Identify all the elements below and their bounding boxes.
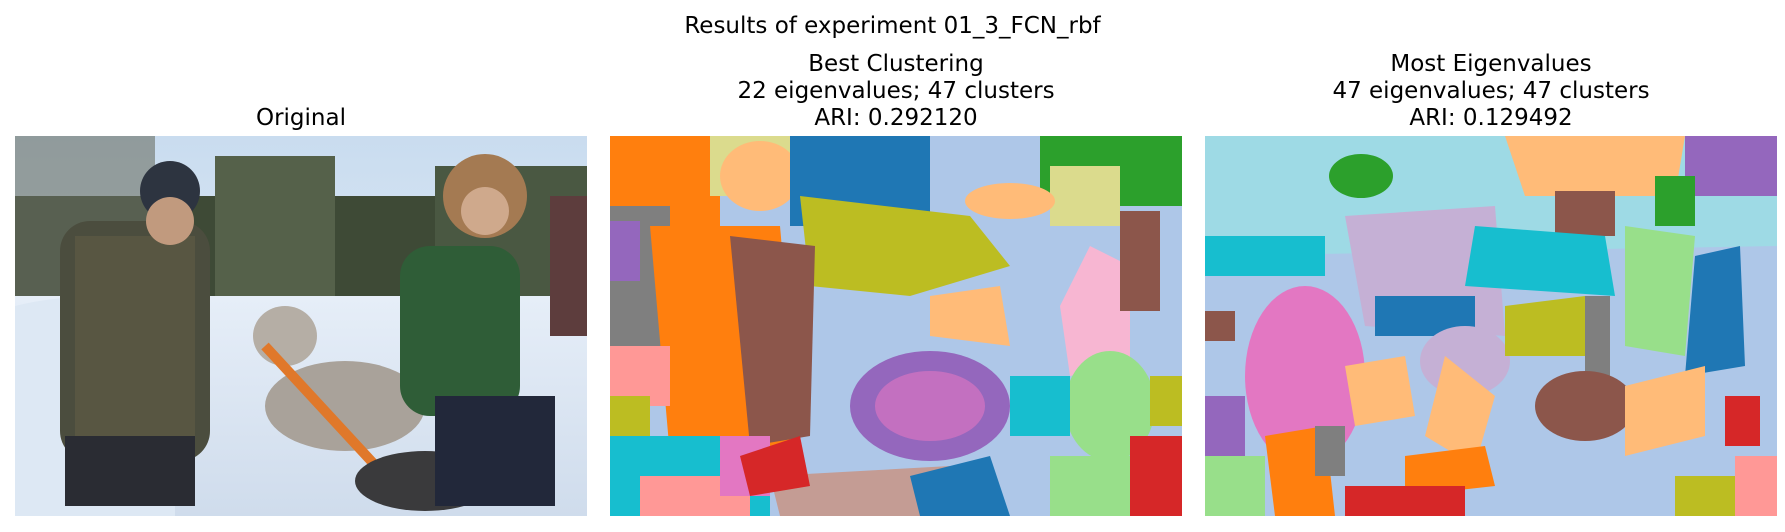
- original-photo-drawing: [15, 136, 587, 516]
- panel-title-best-clustering: Best Clustering 22 eigenvalues; 47 clust…: [610, 40, 1182, 136]
- panel-title-line: 47 eigenvalues; 47 clusters: [1332, 78, 1650, 104]
- panel-most-eigenvalues: Most Eigenvalues 47 eigenvalues; 47 clus…: [1205, 40, 1777, 516]
- panel-title-line: Original: [255, 105, 346, 131]
- most-eigenvalues-drawing: [1205, 136, 1777, 516]
- panel-title-line: ARI: 0.292120: [814, 105, 978, 131]
- panel-title-line: Most Eigenvalues: [1390, 51, 1592, 77]
- best-clustering-drawing: [610, 136, 1182, 516]
- most-eigenvalues-segmentation: [1205, 136, 1777, 516]
- figure-suptitle: Results of experiment 01_3_FCN_rbf: [684, 13, 1101, 39]
- panel-title-line: Best Clustering: [808, 51, 984, 77]
- panel-title-original: Original: [15, 40, 587, 136]
- original-photo: [15, 136, 587, 516]
- panel-title-most-eigenvalues: Most Eigenvalues 47 eigenvalues; 47 clus…: [1205, 40, 1777, 136]
- panel-title-line: ARI: 0.129492: [1409, 105, 1573, 131]
- panel-title-line: 22 eigenvalues; 47 clusters: [737, 78, 1055, 104]
- panel-best-clustering: Best Clustering 22 eigenvalues; 47 clust…: [610, 40, 1182, 516]
- best-clustering-segmentation: [610, 136, 1182, 516]
- panel-original: Original: [15, 40, 587, 516]
